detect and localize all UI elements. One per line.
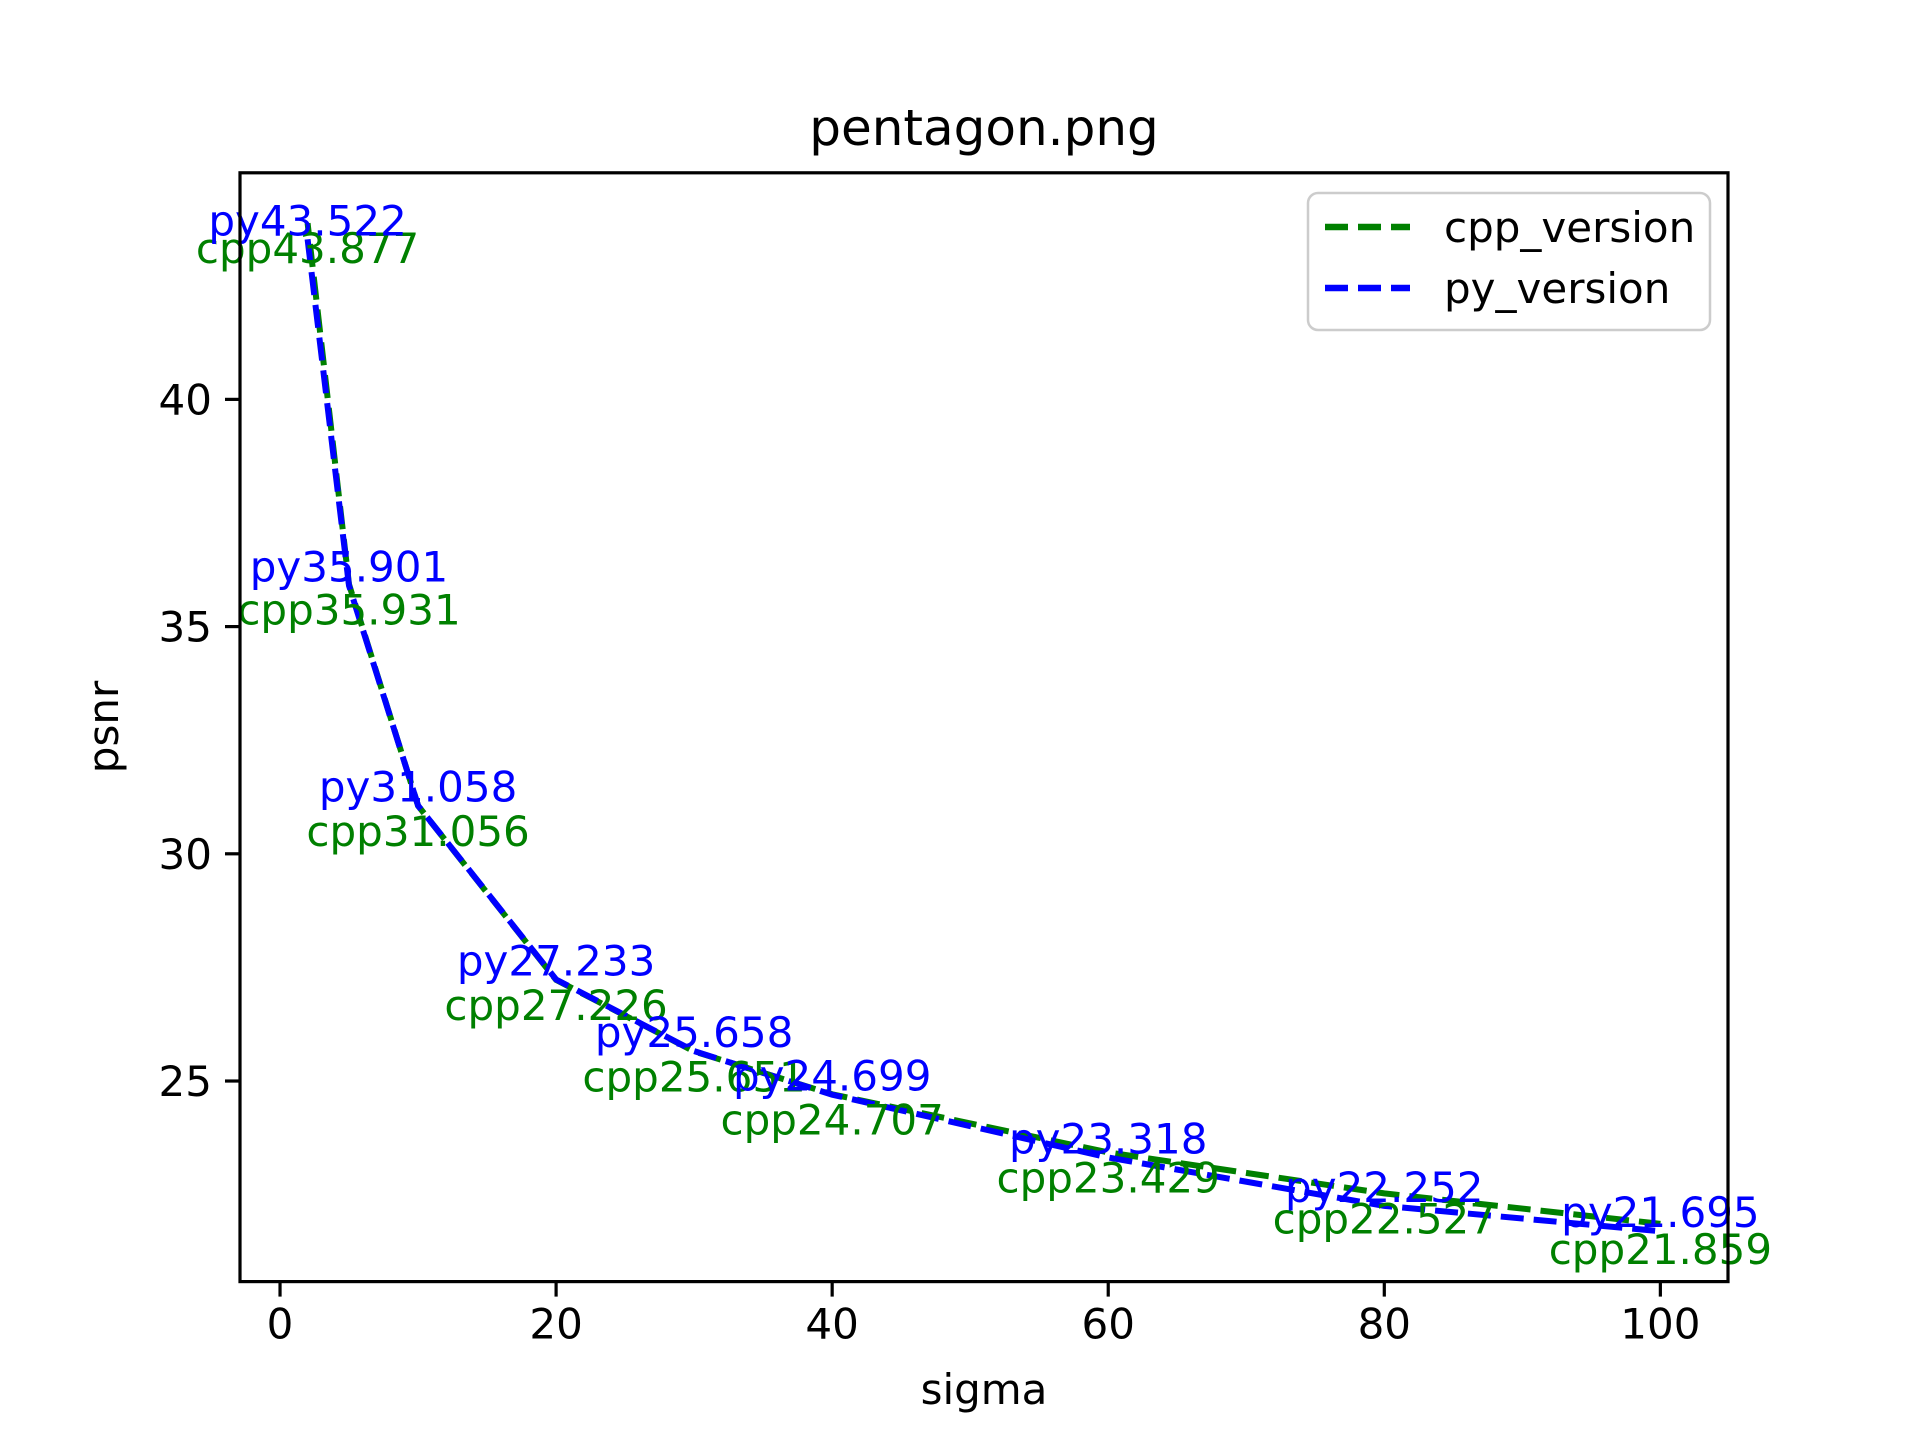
x-tick-label-100: 100	[1620, 1300, 1700, 1349]
chart-title: pentagon.png	[809, 99, 1159, 157]
point-label-cpp24.707: cpp24.707	[721, 1095, 944, 1144]
point-label-py25.658: py25.658	[595, 1008, 793, 1057]
point-label-py31.058: py31.058	[319, 763, 517, 812]
x-tick-label-40: 40	[805, 1300, 858, 1349]
point-label-cpp27.226: cpp27.226	[444, 981, 667, 1030]
legend-label-py_version: py_version	[1444, 264, 1670, 313]
legend-label-cpp_version: cpp_version	[1444, 203, 1695, 252]
y-axis-label: psnr	[79, 680, 128, 773]
point-label-py27.233: py27.233	[457, 937, 655, 986]
x-tick-label-60: 60	[1082, 1300, 1135, 1349]
x-tick-label-0: 0	[267, 1300, 294, 1349]
point-label-cpp31.056: cpp31.056	[306, 807, 529, 856]
y-tick-label-25: 25	[159, 1057, 212, 1106]
axes-spines	[238, 171, 1730, 1284]
point-label-py24.699: py24.699	[733, 1052, 931, 1101]
x-axis-label: sigma	[921, 1365, 1048, 1414]
y-tick-label-40: 40	[159, 375, 212, 424]
point-label-cpp22.527: cpp22.527	[1273, 1194, 1496, 1243]
point-label-cpp23.429: cpp23.429	[997, 1153, 1220, 1202]
point-label-py22.252: py22.252	[1285, 1163, 1483, 1212]
point-label-cpp25.651: cpp25.651	[582, 1052, 805, 1101]
point-label-cpp43.877: cpp43.877	[196, 224, 419, 273]
legend: cpp_version py_version	[1306, 191, 1712, 332]
x-tick-label-80: 80	[1358, 1300, 1411, 1349]
point-label-py35.901: py35.901	[250, 543, 448, 592]
point-label-cpp21.859: cpp21.859	[1549, 1225, 1772, 1274]
point-label-py23.318: py23.318	[1009, 1115, 1207, 1164]
series-line-cpp_version	[304, 222, 1661, 1227]
point-label-py43.522: py43.522	[208, 196, 406, 245]
point-label-py21.695: py21.695	[1561, 1188, 1759, 1237]
point-label-cpp35.931: cpp35.931	[237, 585, 460, 634]
plot-layer: cpp43.877 cpp35.931 cpp31.056 cpp27.226 cpp2…	[159, 171, 1772, 1349]
series-line-py_version	[304, 238, 1661, 1235]
x-tick-label-20: 20	[529, 1300, 582, 1349]
y-tick-label-35: 35	[159, 603, 212, 652]
y-tick-label-30: 30	[159, 830, 212, 879]
